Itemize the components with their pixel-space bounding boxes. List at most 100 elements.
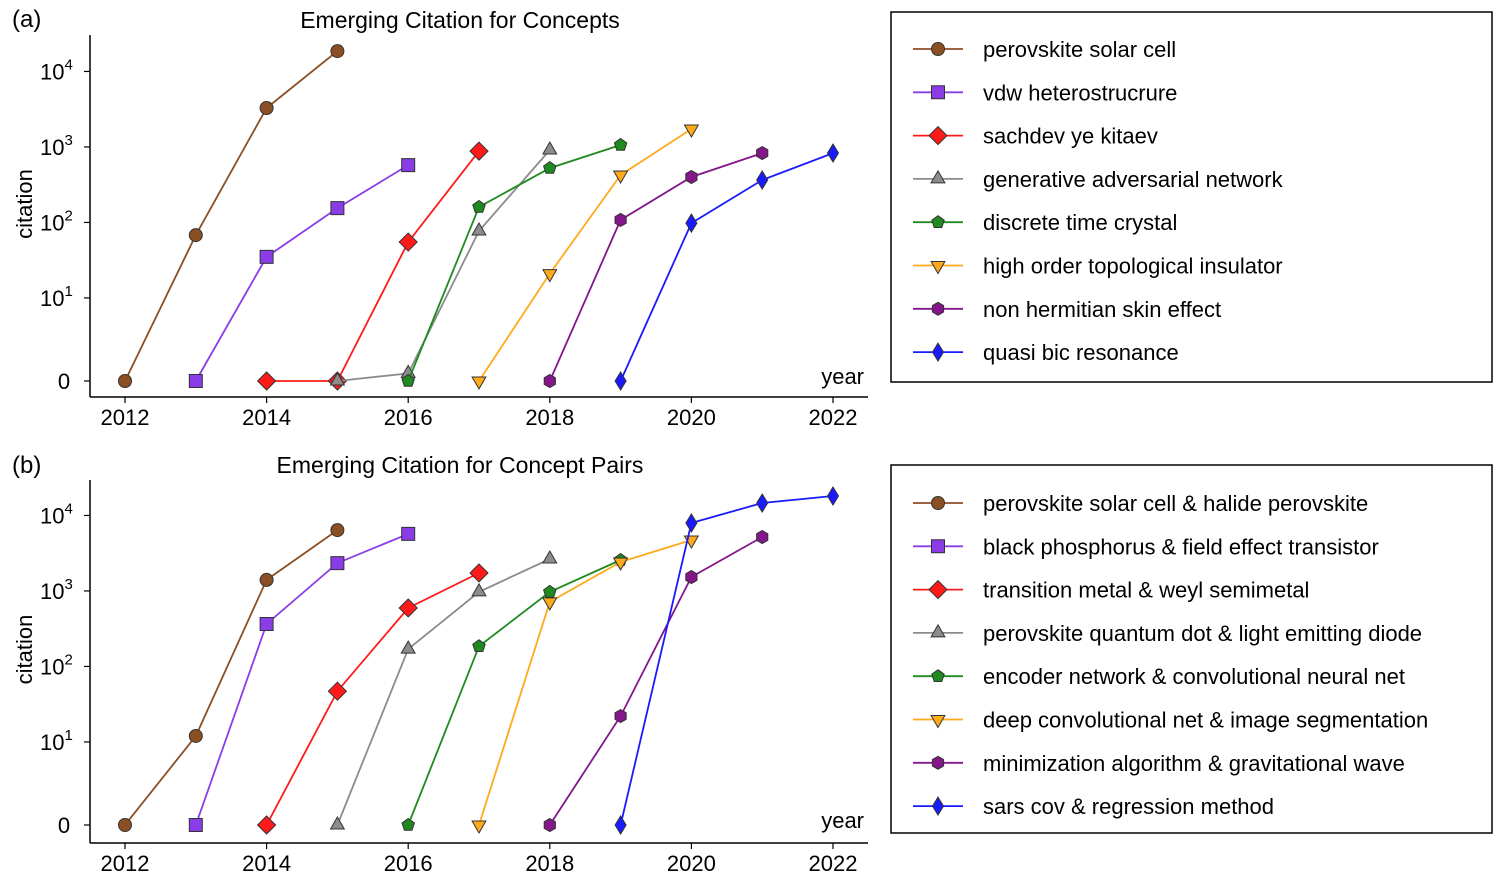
legend-box bbox=[890, 464, 1493, 834]
legend-label: high order topological insulator bbox=[983, 254, 1283, 279]
series-line bbox=[195, 164, 409, 382]
data-point bbox=[330, 44, 345, 59]
data-point bbox=[329, 815, 346, 830]
y-tick-label: 0 bbox=[58, 369, 70, 394]
data-point bbox=[471, 221, 487, 236]
panel-label: (a) bbox=[12, 6, 41, 33]
data-point bbox=[928, 125, 948, 146]
series-line bbox=[407, 144, 621, 382]
data-point bbox=[398, 598, 418, 618]
data-point bbox=[930, 261, 946, 275]
y-tick-base: 10 bbox=[40, 579, 64, 604]
series-line bbox=[266, 150, 480, 382]
data-point bbox=[542, 269, 558, 283]
data-point bbox=[401, 158, 416, 173]
legend-box bbox=[890, 11, 1493, 383]
data-point bbox=[188, 728, 203, 743]
data-point bbox=[400, 640, 416, 654]
series bbox=[614, 143, 840, 391]
legend-entry: deep convolutional net & image segmentat… bbox=[913, 708, 1428, 733]
series-line bbox=[124, 529, 338, 826]
series bbox=[543, 146, 769, 389]
legend: perovskite solar cell vdw heterostrucrure… bbox=[890, 11, 1493, 383]
data-point bbox=[685, 569, 698, 585]
data-point bbox=[614, 371, 627, 391]
y-tick-exponent: 1 bbox=[64, 727, 72, 744]
x-tick-label: 2016 bbox=[384, 851, 433, 876]
data-point bbox=[542, 549, 558, 564]
data-point bbox=[259, 572, 274, 587]
data-point bbox=[612, 170, 629, 185]
series-line bbox=[478, 128, 692, 382]
x-tick-label: 2018 bbox=[525, 405, 574, 430]
legend-label: deep convolutional net & image segmentat… bbox=[983, 708, 1428, 733]
y-tick-base: 10 bbox=[40, 135, 64, 160]
data-point bbox=[188, 374, 203, 388]
y-tick-exponent: 1 bbox=[64, 283, 72, 300]
y-tick-exponent: 3 bbox=[64, 132, 72, 149]
data-point bbox=[612, 557, 629, 572]
legend-label: generative adversarial network bbox=[983, 167, 1284, 192]
data-point bbox=[329, 371, 346, 386]
series bbox=[188, 526, 416, 832]
x-tick-label: 2022 bbox=[809, 851, 858, 876]
data-point bbox=[931, 301, 945, 316]
legend-entry: generative adversarial network bbox=[913, 167, 1284, 192]
legend-entry: minimization algorithm & gravitational w… bbox=[913, 751, 1405, 776]
data-point bbox=[931, 85, 945, 100]
data-point bbox=[472, 639, 486, 652]
legend-entry: perovskite quantum dot & light emitting … bbox=[913, 621, 1422, 646]
legend-label: non hermitian skin effect bbox=[983, 297, 1221, 322]
panel-b: (b) Emerging Citation for Concept Pairs 20… bbox=[12, 452, 1493, 876]
data-point bbox=[542, 597, 558, 611]
y-tick-exponent: 2 bbox=[64, 651, 72, 668]
data-point bbox=[931, 496, 945, 510]
data-point bbox=[469, 563, 489, 583]
legend-label: discrete time crystal bbox=[983, 210, 1177, 235]
legend-entry: high order topological insulator bbox=[913, 254, 1283, 279]
data-point bbox=[188, 228, 203, 243]
series-line bbox=[407, 559, 621, 826]
data-point bbox=[931, 539, 945, 554]
y-tick-label: 103 bbox=[40, 576, 73, 604]
legend-entry: discrete time crystal bbox=[913, 210, 1177, 235]
legend-label: quasi bic resonance bbox=[983, 340, 1179, 365]
x-tick-label: 2020 bbox=[667, 405, 716, 430]
y-tick-base: 10 bbox=[40, 730, 64, 755]
x-tick-label: 2020 bbox=[667, 851, 716, 876]
legend-label: encoder network & convolutional neural n… bbox=[983, 664, 1405, 689]
legend-label: sachdev ye kitaev bbox=[983, 124, 1158, 149]
data-point bbox=[614, 815, 627, 835]
data-point bbox=[614, 212, 627, 227]
legend-label: minimization algorithm & gravitational w… bbox=[983, 751, 1405, 776]
x-tick-label: 2018 bbox=[525, 851, 574, 876]
series bbox=[256, 141, 489, 391]
legend-entry: transition metal & weyl semimetal bbox=[913, 578, 1309, 603]
data-point bbox=[613, 137, 628, 151]
data-point bbox=[930, 623, 946, 638]
y-tick-exponent: 4 bbox=[64, 500, 72, 517]
data-point bbox=[930, 715, 946, 729]
legend-entry: sachdev ye kitaev bbox=[913, 124, 1158, 149]
y-axis-label: citation bbox=[12, 169, 37, 239]
legend-entry: non hermitian skin effect bbox=[913, 297, 1221, 322]
data-point bbox=[398, 232, 418, 252]
legend-label: perovskite solar cell bbox=[983, 37, 1176, 62]
series-line bbox=[619, 495, 834, 826]
legend-label: perovskite solar cell & halide perovskit… bbox=[983, 491, 1368, 516]
panel-label: (b) bbox=[12, 452, 41, 479]
data-point bbox=[401, 526, 416, 541]
legend-entry: encoder network & convolutional neural n… bbox=[913, 664, 1405, 689]
chart-title: Emerging Citation for Concept Pairs bbox=[277, 452, 644, 478]
data-point bbox=[931, 342, 945, 363]
legend-entry: vdw heterostrucrure bbox=[913, 80, 1177, 105]
data-point bbox=[472, 199, 486, 213]
series bbox=[256, 563, 489, 835]
data-point bbox=[330, 523, 345, 538]
series-line bbox=[478, 539, 692, 826]
series-line bbox=[337, 149, 551, 382]
data-point bbox=[685, 213, 698, 234]
y-tick-label: 102 bbox=[40, 651, 73, 679]
